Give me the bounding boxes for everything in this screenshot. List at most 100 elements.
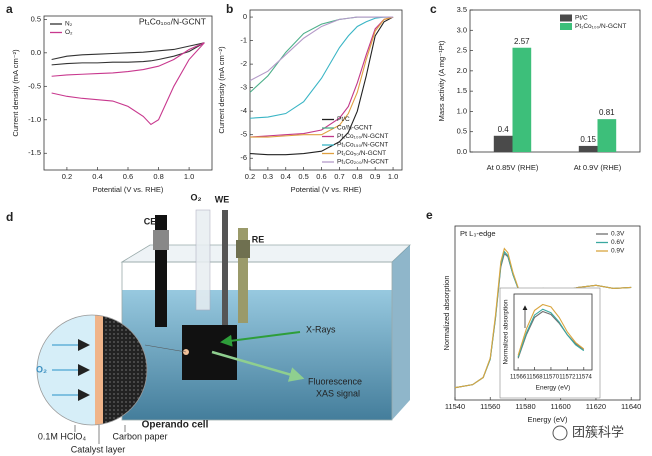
plot-frame [469, 9, 641, 153]
panel-label: d [6, 210, 13, 224]
legend-label: 0.3V [611, 231, 625, 238]
diagram-label: RE [252, 234, 265, 244]
x-tick-label: 11620 [586, 402, 606, 411]
chart-title: Pt₁Co₁₀₀/N-GCNT [139, 16, 206, 26]
plot-frame [43, 15, 213, 171]
y-tick-label: 0 [243, 12, 247, 21]
y-tick-label: -1 [240, 36, 247, 45]
panel-label: c [430, 2, 437, 16]
y-tick-label: -1.5 [28, 148, 41, 157]
value-label: 0.81 [599, 108, 615, 117]
legend-label: Pt₁Co₁₅₀/N-GCNT [337, 142, 388, 149]
panel-label: a [6, 2, 13, 16]
x-tick-label: 11570 [543, 375, 560, 381]
reference-electrode [238, 228, 248, 323]
data-line [249, 16, 394, 156]
y-tick-label: -2 [240, 59, 247, 68]
chart-panel: Normalized absorption Energy (eV) Pt L₃-ed… [442, 225, 641, 424]
inset-background [499, 287, 601, 399]
gas-tube [195, 209, 211, 311]
y-tick-label: 0.5 [457, 127, 467, 136]
diagram-label: Fluorescence [308, 376, 362, 386]
working-electrode [182, 325, 237, 380]
x-tick-label: 0.6 [123, 172, 133, 181]
x-tick-label: 0.2 [245, 172, 255, 181]
diagram-label: CE [144, 216, 157, 226]
data-line [249, 16, 394, 82]
y-tick-label: 0.0 [31, 48, 41, 57]
x-tick-label: 11572 [559, 375, 576, 381]
x-tick-label: 1.0 [184, 172, 194, 181]
x-tick-label: 11568 [526, 375, 543, 381]
x-tick-label: 11574 [576, 375, 593, 381]
legend-label: Pt/C [575, 15, 588, 22]
legend-label: Pt₁Co₂₀₀/N-GCNT [337, 159, 389, 166]
working-electrode-lead [222, 210, 228, 325]
x-tick-label: 0.4 [281, 172, 291, 181]
legend-label: N₂ [65, 21, 73, 28]
diagram-label: Operando cell [142, 420, 209, 431]
y-tick-label: -3 [240, 83, 247, 92]
y-tick-label: -4 [240, 106, 247, 115]
diagram-label: Carbon paper [112, 431, 167, 441]
y-tick-label: 2.5 [457, 46, 467, 55]
y-tick-label: 0.5 [31, 14, 41, 23]
legend-label: Pt₁Co₅₀/N-GCNT [337, 150, 386, 157]
legend-swatch [560, 14, 572, 22]
legend-label: Pt₁Co₁₀₀/N-GCNT [337, 133, 388, 140]
x-tick-label: 0.8 [153, 172, 163, 181]
bar [578, 145, 598, 152]
chart-panel: 0 -1 -2 -3 -4 -5 -6 Current density (mA cm⁻²) Po… [217, 9, 403, 194]
fluorescence-arrow [211, 350, 305, 382]
bar [512, 47, 532, 152]
y-tick-label: 0.0 [457, 147, 467, 156]
plot-frame [513, 293, 593, 371]
x-tick-label: 0.6 [316, 172, 326, 181]
diagram-label: Catalyst layer [71, 444, 126, 454]
y-axis-label: Normalized absorption [503, 299, 510, 364]
diagram-label: WE [215, 194, 230, 204]
y-tick-label: -5 [240, 130, 247, 139]
value-label: 0.4 [498, 125, 510, 134]
y-tick-label: -0.5 [28, 81, 41, 90]
tank-side [392, 245, 410, 420]
x-tick-label: 0.3 [263, 172, 273, 181]
data-line [51, 42, 205, 66]
legend-swatch [560, 23, 572, 30]
x-tick-label: 11640 [621, 402, 641, 411]
data-line [250, 16, 394, 138]
data-line [249, 16, 394, 138]
diagram-label: 0.1M HClO₄ [38, 431, 87, 441]
x-tick-label: At 0.85V (RHE) [487, 163, 539, 172]
xray-arrow [220, 331, 301, 347]
y-tick-label: 1.0 [457, 106, 467, 115]
chart-panel: 0.0 0.5 1.0 1.5 2.0 2.5 3.0 3.5 Mass activity (A… [437, 5, 641, 172]
annotation: Pt L₃-edge [460, 229, 496, 238]
x-tick-label: At 0.9V (RHE) [574, 163, 622, 172]
x-axis-label: Energy (eV) [527, 415, 568, 424]
bar [493, 135, 513, 152]
legend-label: 0.9V [611, 248, 625, 255]
x-tick-label: 1.0 [388, 172, 398, 181]
panel-label: b [226, 2, 233, 16]
electrode-cap [153, 230, 169, 250]
data-line [51, 42, 205, 126]
legend-label: Pt₁Co₁₀₀/N-GCNT [575, 23, 626, 30]
x-axis-label: Potential (V vs. RHE) [93, 185, 164, 194]
lens-outline [36, 314, 148, 426]
y-axis-label: Current density (mA cm⁻²) [11, 49, 20, 137]
chart-panel: 0.5 0.0 -0.5 -1.0 -1.5 Current density (mA cm… [11, 14, 213, 194]
x-axis-label: Energy (eV) [536, 385, 571, 392]
y-tick-label: 3.0 [457, 25, 467, 34]
operando-diagram: CE O₂ WE RE X-Rays Fluorescence XAS sign… [36, 192, 412, 454]
x-tick-label: 11600 [551, 402, 571, 411]
diagram-label: O₂ [191, 192, 202, 202]
y-tick-label: -1.0 [28, 115, 41, 124]
electrode-cap [236, 240, 250, 258]
y-axis-label: Normalized absorption [442, 275, 451, 350]
legend-label: 0.6V [611, 239, 625, 246]
watermark-text: 团簇科学 [572, 424, 624, 439]
legend-label: Pt/C [337, 116, 350, 123]
